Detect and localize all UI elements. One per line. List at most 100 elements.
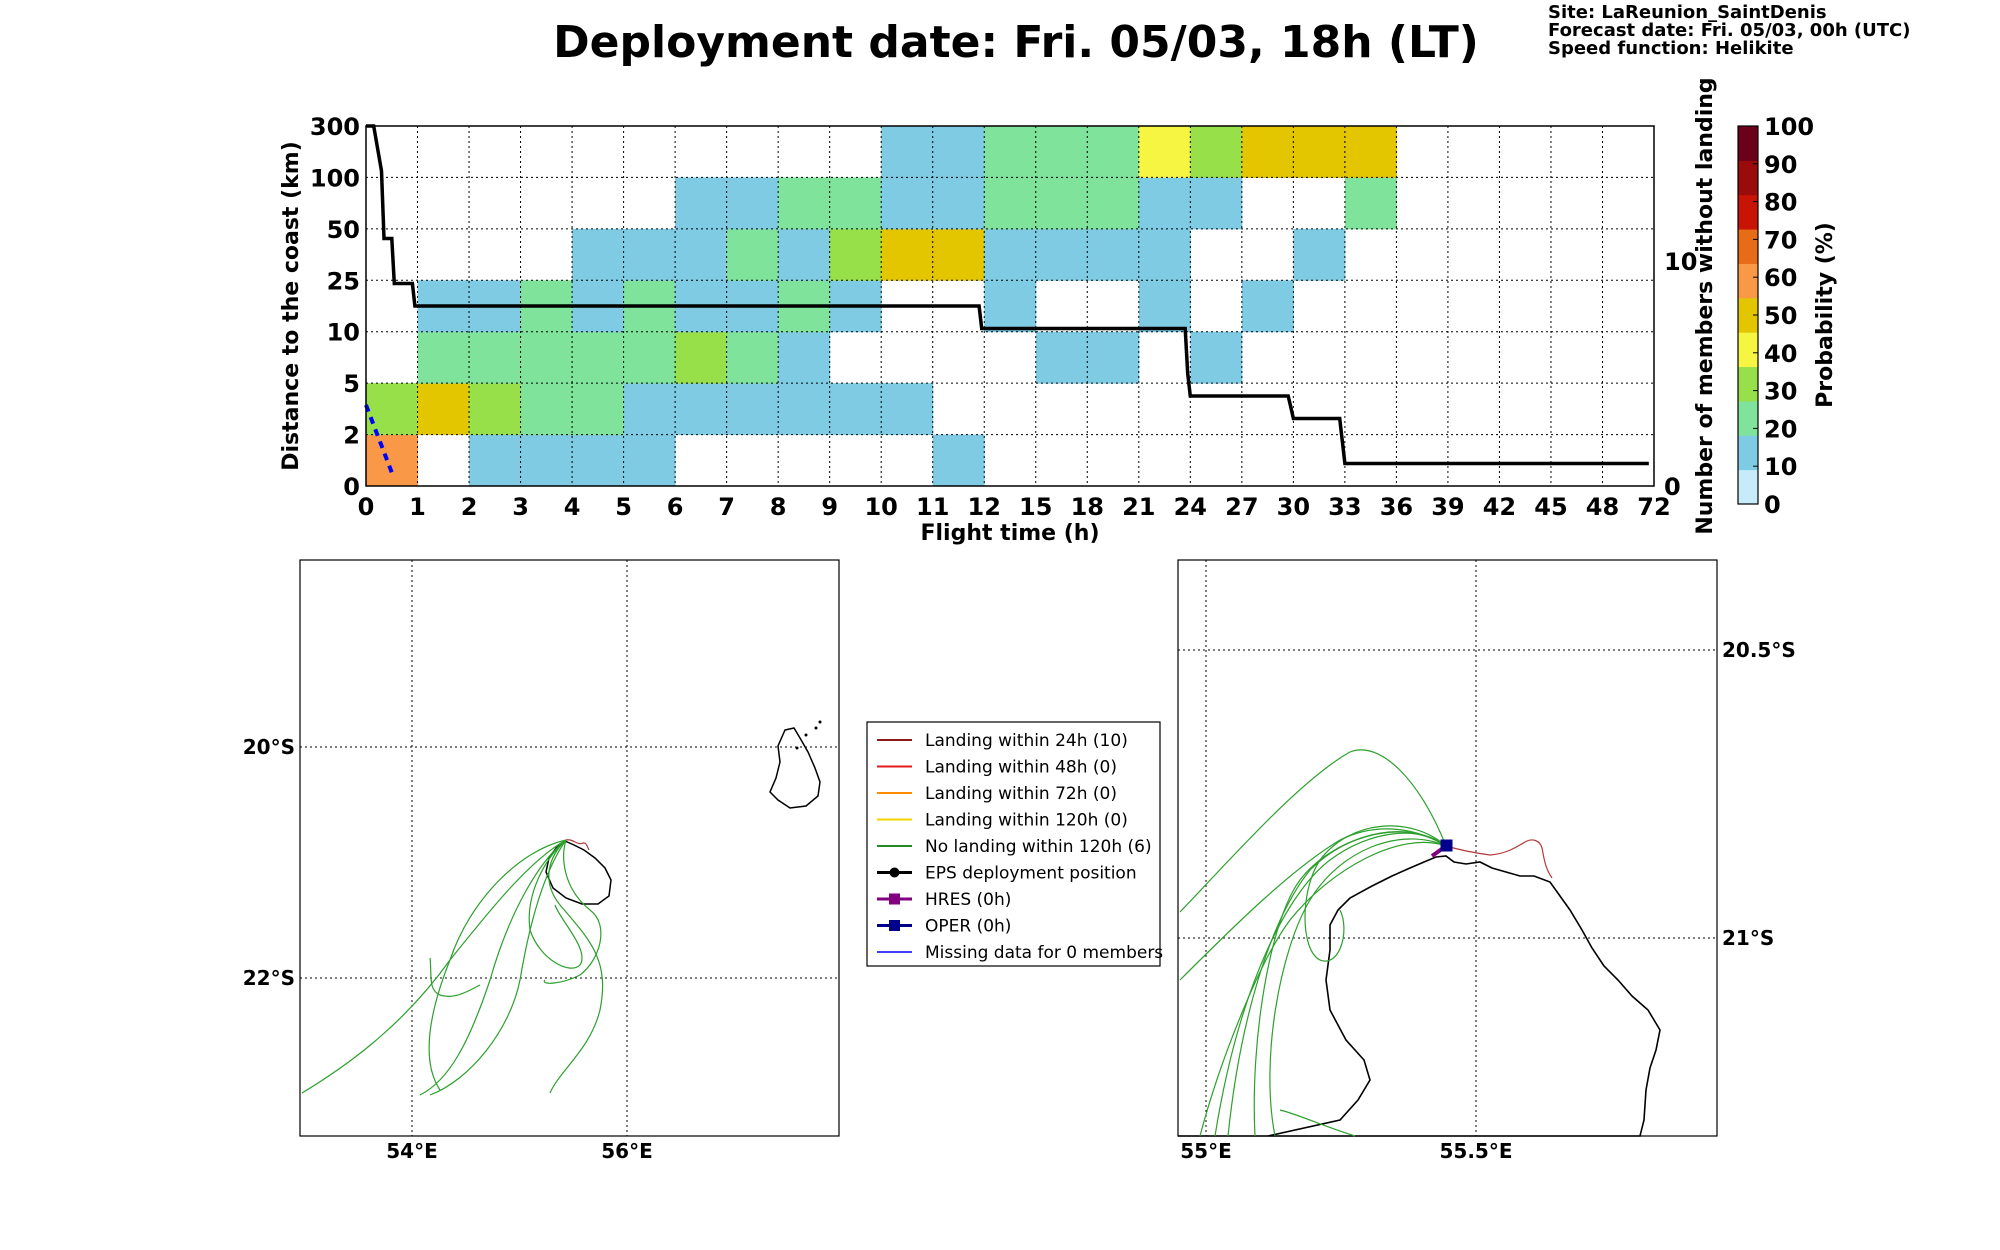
x-tick-label: 8 (770, 493, 787, 521)
heatmap-cell (881, 177, 934, 230)
colorbar-segment (1738, 366, 1758, 402)
trajectory (528, 839, 583, 969)
y-tick-label: 50 (327, 216, 360, 244)
map-region: 54°E 56°E 20°S 22°S (243, 559, 840, 1163)
heatmap-cell (675, 228, 728, 281)
y-tick-label: 2 (343, 422, 360, 450)
heatmap-cell (984, 177, 1037, 230)
trajectory (301, 839, 567, 1094)
x-tick-label: 5 (615, 493, 632, 521)
heatmap-cell (1241, 280, 1294, 333)
colorbar-tick-label: 20 (1764, 415, 1797, 443)
colorbar-segment (1738, 435, 1758, 471)
members-without-landing-line (366, 124, 1649, 466)
map-region-lon-tick: 56°E (601, 1139, 653, 1163)
colorbar-segment (1738, 469, 1758, 505)
trajectories-small (301, 839, 604, 1096)
heatmap-x-ticks: 0 1 2 3 4 5 6 7 8 9 10 11 12 15 18 21 24 27 30 33 36 39 42 45 48… (358, 493, 1671, 521)
mauritius-coastline (769, 727, 821, 809)
heatmap-cell (1035, 126, 1088, 178)
x-axis-label: Flight time (h) (920, 521, 1099, 546)
heatmap-cell (623, 228, 676, 281)
legend-label: Landing within 48h (0) (925, 758, 1117, 778)
heatmap-lines (364, 124, 1649, 474)
heatmap-cell (1087, 177, 1140, 230)
heatmap-cell (572, 331, 625, 384)
heatmap-cell (623, 383, 676, 436)
heatmap-cell (726, 228, 779, 281)
x-tick-label: 11 (916, 493, 949, 521)
islet-marker (818, 720, 822, 724)
colorbar-tick-label: 40 (1764, 340, 1797, 368)
heatmap-cell (1035, 228, 1088, 281)
colorbar-cells (1738, 126, 1758, 505)
heatmap-cell (829, 228, 882, 281)
heatmap-grid (366, 126, 1654, 486)
heatmap-cell (520, 331, 573, 384)
colorbar-tick-label: 60 (1764, 264, 1797, 292)
page-title: Deployment date: Fri. 05/03, 18h (LT) (553, 17, 1479, 68)
colorbar: 0 10 20 30 40 50 60 70 80 90 100 Probability (%) (1737, 113, 1838, 519)
heatmap-cell (1138, 280, 1191, 333)
trajectory (1179, 749, 1447, 913)
heatmap-cell (881, 228, 934, 281)
trajectory-landing (565, 839, 590, 851)
y-tick-label: 300 (310, 113, 360, 141)
heatmap-cell (778, 331, 831, 384)
legend-label: Landing within 24h (10) (925, 731, 1128, 751)
colorbar-segment (1738, 229, 1758, 264)
x-tick-label: 39 (1431, 493, 1464, 521)
y-tick-label: 25 (327, 267, 360, 295)
trajectory (548, 839, 604, 1094)
x-tick-label: 42 (1483, 493, 1516, 521)
heatmap-cell (1344, 126, 1397, 178)
heatmap-cell (417, 331, 470, 384)
legend-label: HRES (0h) (925, 890, 1011, 910)
colorbar-tick-label: 90 (1764, 151, 1797, 179)
colorbar-segment (1738, 194, 1758, 230)
oper-marker (1440, 839, 1453, 852)
trajectory (543, 839, 602, 984)
heatmap-cell (1138, 228, 1191, 281)
trajectory (1214, 832, 1447, 1137)
heatmap-y2-ticks: 0 10 (1664, 248, 1697, 501)
heatmap-cell (1293, 126, 1346, 178)
x-tick-label: 30 (1277, 493, 1310, 521)
heatmap-cell (778, 177, 831, 230)
heatmap-cell (1190, 177, 1243, 230)
map-region-lat-tick: 20°S (243, 735, 295, 759)
heatmap-cell (572, 383, 625, 436)
x-tick-label: 21 (1122, 493, 1155, 521)
x-tick-label: 4 (564, 493, 581, 521)
legend-box (866, 721, 1161, 967)
trajectory (429, 839, 567, 1096)
trajectory-landing (1445, 839, 1553, 879)
heatmap-cell (984, 126, 1037, 178)
trajectory (419, 839, 567, 1096)
x-tick-label: 36 (1380, 493, 1413, 521)
map-region-frame (299, 559, 840, 1137)
speed-label: Speed function: Helikite (1548, 38, 1794, 59)
x-tick-label: 24 (1174, 493, 1207, 521)
x-tick-label: 10 (864, 493, 897, 521)
trajectories-zoom (1179, 749, 1447, 1137)
heatmap-cell (1293, 228, 1346, 281)
heatmap-cell (417, 383, 470, 436)
heatmap-cell (572, 434, 625, 487)
heatmap-cell (1035, 331, 1088, 384)
colorbar-label: Probability (%) (1813, 222, 1838, 408)
map-zoom-lat-tick: 21°S (1722, 926, 1774, 950)
heatmap-cell (675, 177, 728, 230)
map-zoom-lat-tick: 20.5°S (1722, 638, 1796, 662)
trajectory (1279, 1109, 1356, 1137)
y-tick-label: 5 (343, 370, 360, 398)
trajectory (1269, 838, 1447, 1137)
y-tick-label: 10 (327, 319, 360, 347)
colorbar-tick-label: 0 (1764, 491, 1781, 519)
heatmap-cell (469, 331, 522, 384)
heatmap-cell (726, 331, 779, 384)
heatmap-cell (366, 383, 419, 436)
heatmap-cell (1138, 126, 1191, 178)
